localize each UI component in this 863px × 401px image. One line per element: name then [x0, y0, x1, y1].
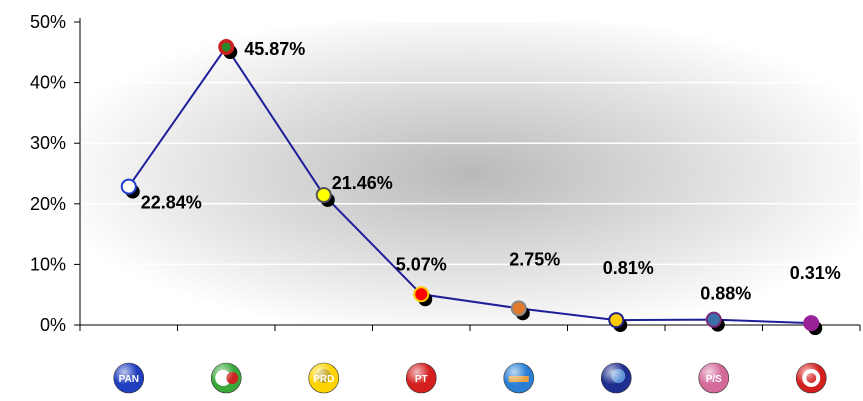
data-point-marker [120, 178, 137, 195]
y-tick-label: 20% [30, 194, 66, 214]
data-point-marker [413, 286, 430, 303]
logo-shine [601, 363, 632, 393]
data-point [120, 178, 140, 199]
data-point [218, 39, 238, 60]
logo-shine [503, 363, 534, 393]
data-point-inner [221, 42, 231, 52]
logo-shine [308, 363, 339, 393]
data-label: 0.88% [700, 284, 751, 304]
data-point-marker [510, 300, 527, 317]
data-label: 0.31% [790, 263, 841, 283]
party-logo-icon: R [210, 362, 242, 394]
party-logo-icon [600, 362, 632, 394]
data-point [413, 286, 433, 307]
logo-shine [796, 363, 827, 393]
logo-shine [211, 363, 242, 393]
data-point-marker [803, 315, 820, 332]
party-logo-icon: PRD [308, 362, 340, 394]
data-point-marker [315, 186, 332, 203]
data-label: 22.84% [141, 193, 202, 213]
party-logo-icon [795, 362, 827, 394]
data-point [608, 312, 628, 333]
y-tick-label: 50% [30, 12, 66, 32]
party-logo-icon: P/S [698, 362, 730, 394]
y-tick-label: 40% [30, 73, 66, 93]
party-logo-icon [503, 362, 535, 394]
logo-shine [113, 363, 144, 393]
data-point [315, 186, 335, 207]
data-label: 0.81% [603, 258, 654, 278]
data-point-marker [705, 311, 722, 328]
plot-area [80, 22, 860, 325]
data-label: 5.07% [396, 254, 447, 274]
data-point [510, 300, 530, 321]
data-point [803, 315, 823, 336]
logo-shine [406, 363, 437, 393]
data-label: 21.46% [332, 173, 393, 193]
party-logo-icon: PT [405, 362, 437, 394]
data-point-marker [608, 312, 625, 329]
y-tick-label: 30% [30, 133, 66, 153]
y-tick-label: 10% [30, 254, 66, 274]
series-line [127, 45, 812, 325]
party-logo-icon: PAN [113, 362, 145, 394]
data-label: 45.87% [244, 39, 305, 59]
y-tick-label: 0% [40, 315, 66, 335]
logo-shine [698, 363, 729, 393]
data-label: 2.75% [509, 249, 560, 269]
data-point [705, 311, 725, 332]
